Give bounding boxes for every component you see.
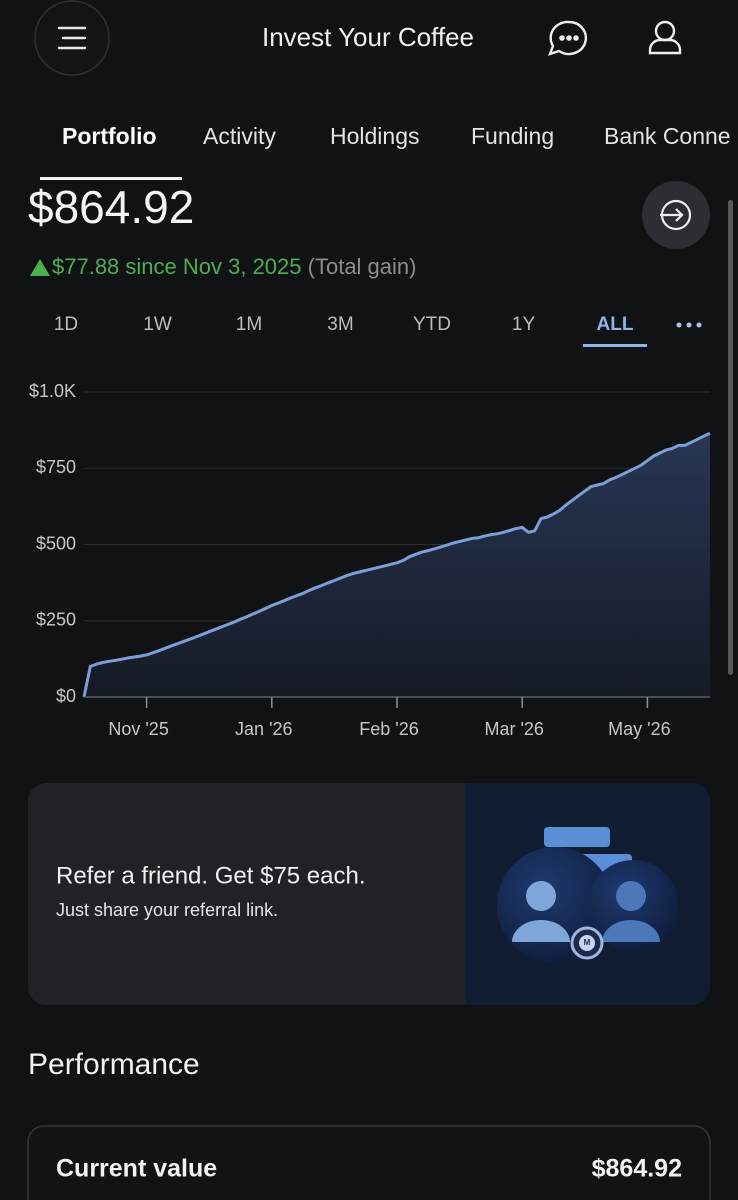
row-label: Current value [56, 1155, 217, 1183]
range-option[interactable]: ALL [597, 314, 634, 335]
range-option[interactable]: 3M [327, 314, 353, 335]
performance-card [27, 1125, 711, 1200]
section-heading: Performance [28, 1048, 200, 1081]
area-fill [84, 433, 710, 697]
gain-note: (Total gain) [308, 254, 417, 279]
tab-indicator [40, 177, 182, 180]
range-option[interactable]: 1M [236, 314, 262, 335]
gain: $77.88 since Nov 3, 2025 (Total gain) [52, 254, 416, 279]
app-title: Invest Your Coffee [262, 22, 474, 52]
chat-button[interactable] [547, 20, 588, 56]
menu-button[interactable] [34, 0, 110, 76]
x-tick-label: Feb '26 [359, 719, 418, 739]
badge: M [584, 938, 591, 947]
x-tick-label: May '26 [608, 719, 670, 739]
chart: $0 $250 $500 $750 $1.0K Nov '25 Jan '26 Feb '26… [29, 381, 711, 739]
x-tick-label: Jan '26 [235, 719, 292, 739]
gain-amount: $77.88 since Nov 3, 2025 [52, 254, 302, 279]
y-tick-label: $500 [36, 533, 76, 553]
range-option[interactable]: 1Y [512, 314, 536, 335]
scrollbar [728, 200, 733, 675]
range-indicator [583, 344, 647, 347]
tab-bar: Portfolio Activity Holdings Funding Bank Con… [62, 123, 731, 149]
range-option[interactable]: YTD [413, 314, 451, 335]
more-button[interactable] [676, 322, 702, 328]
tab[interactable]: Portfolio [62, 123, 157, 149]
line [82, 431, 711, 698]
y-tick-label: $0 [56, 686, 76, 706]
x-tick-label: Nov '25 [108, 719, 168, 739]
y-tick-label: $250 [36, 610, 76, 630]
transfer-button[interactable] [642, 181, 710, 249]
gain-arrow [30, 259, 50, 276]
row-value: $864.92 [592, 1155, 682, 1183]
tab[interactable]: Bank Conne [604, 123, 731, 149]
balance: $864.92 [28, 181, 194, 233]
tab[interactable]: Holdings [330, 123, 420, 149]
referral-card[interactable] [28, 783, 710, 1005]
y-tick-label: $750 [36, 457, 76, 477]
promo-title: Refer a friend. Get $75 each. [56, 862, 366, 889]
x-tick-label: Mar '26 [484, 719, 543, 739]
y-tick-label: $1.0K [29, 381, 76, 401]
profile-button[interactable] [648, 20, 682, 55]
promo-subtitle: Just share your referral link. [56, 900, 278, 920]
tab[interactable]: Funding [471, 123, 554, 149]
tab[interactable]: Activity [203, 123, 276, 149]
range-option[interactable]: 1W [143, 314, 172, 335]
range-option[interactable]: 1D [54, 314, 78, 335]
